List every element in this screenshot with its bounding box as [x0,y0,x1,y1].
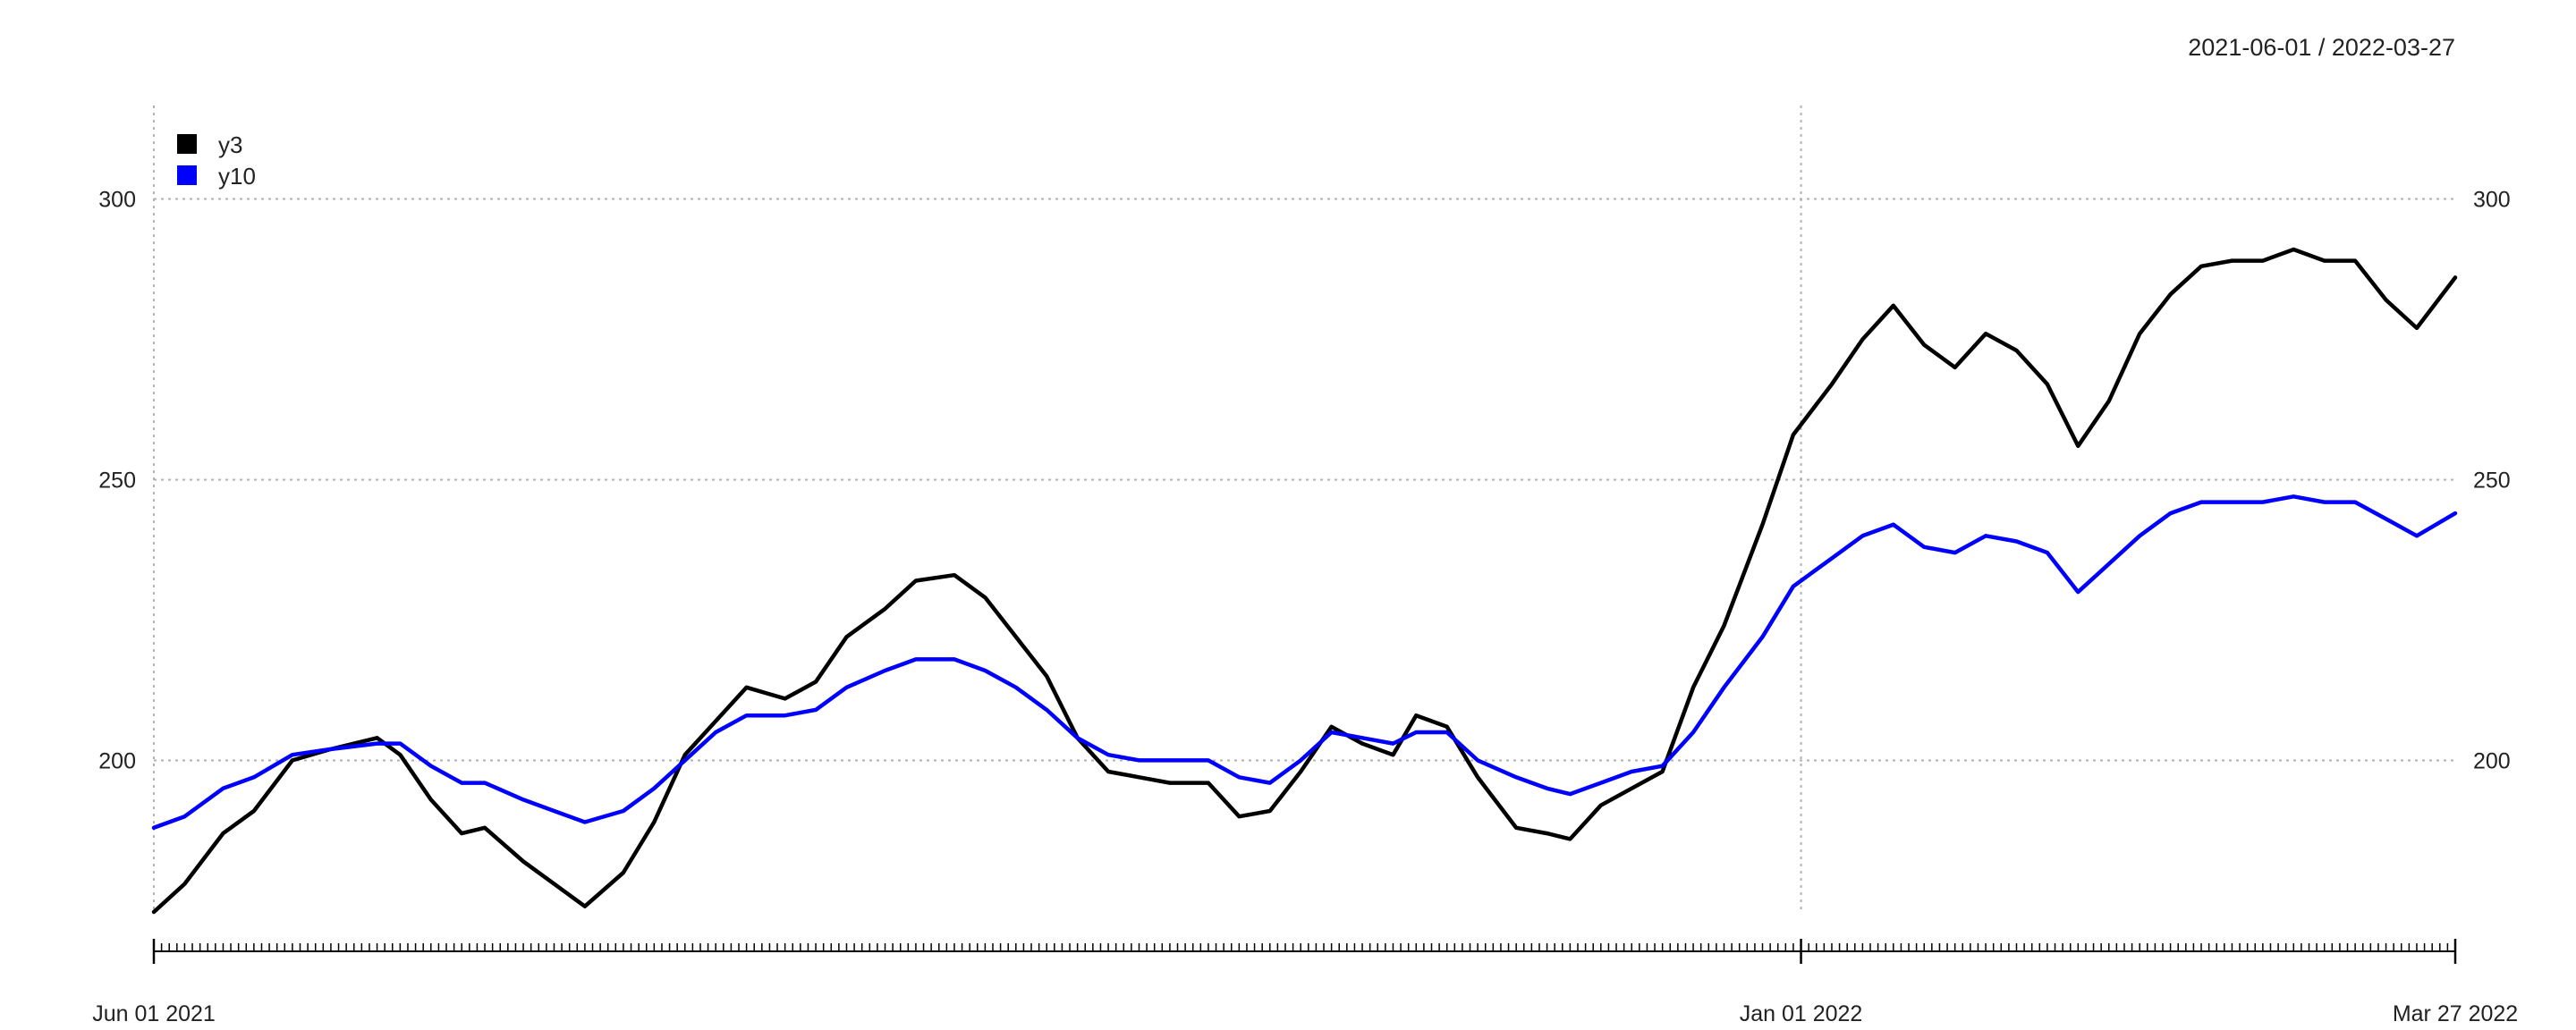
legend-swatch-y3 [177,134,197,154]
legend-label-y3: y3 [218,131,242,158]
x-tick-label: Jun 01 2021 [92,1001,216,1026]
series-layer [151,247,2458,915]
y-tick-label-left: 300 [98,187,136,212]
y-tick-label-right: 250 [2473,468,2511,493]
legend-swatch-y10 [177,165,197,185]
y-tick-label-right: 200 [2473,748,2511,773]
date-range-label: 2021-06-01 / 2022-03-27 [2188,34,2455,61]
legend-label-y10: y10 [218,163,256,190]
series-line-y3 [151,247,2458,915]
y-tick-label-left: 250 [98,468,136,493]
x-tick-label: Mar 27 2022 [2393,1001,2518,1026]
y-tick-label-right: 300 [2473,187,2511,212]
x-axis: Jun 01 2021 Jan 01 2022 Mar 27 2022 [92,939,2518,1026]
legend: y3 y10 [177,131,256,190]
series-line-y10 [151,494,2458,831]
grid-layer [153,106,2455,912]
x-tick-label: Jan 01 2022 [1740,1001,1863,1026]
y-axis-labels: 200 200 250 250 300 300 [98,187,2510,773]
y-tick-label-left: 200 [98,748,136,773]
